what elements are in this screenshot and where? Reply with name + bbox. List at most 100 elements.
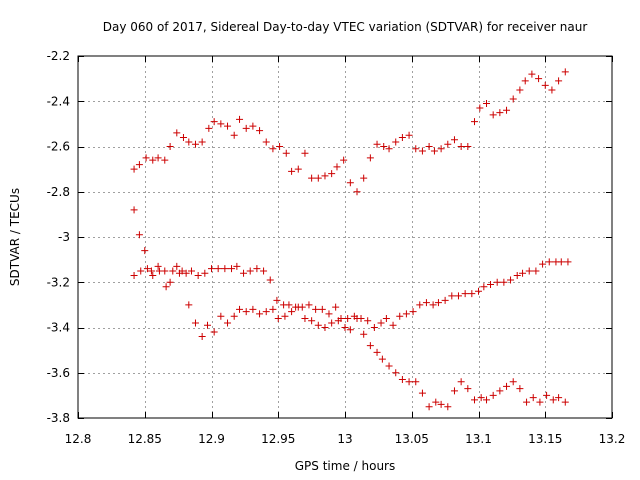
data-point: [341, 324, 349, 331]
data-point: [266, 276, 274, 284]
data-point: [509, 95, 517, 103]
data-point: [203, 321, 211, 329]
data-point: [301, 149, 309, 157]
data-point: [539, 260, 547, 268]
data-point: [328, 170, 336, 178]
data-point: [418, 147, 426, 155]
data-point: [528, 70, 536, 78]
data-point: [432, 398, 440, 406]
data-point: [130, 165, 138, 173]
data-point: [357, 314, 365, 322]
x-tick-label: 12.85: [128, 432, 162, 446]
data-point: [242, 308, 250, 316]
data-point: [149, 156, 157, 164]
data-point: [135, 161, 143, 169]
data-point: [489, 391, 497, 399]
data-point: [173, 262, 181, 270]
data-point: [557, 258, 565, 266]
x-tick-label: 13.1: [465, 432, 492, 446]
data-point: [412, 378, 420, 386]
data-point: [149, 271, 157, 279]
data-point: [288, 308, 296, 316]
data-point: [246, 267, 254, 275]
x-tick-label: 12.8: [65, 432, 92, 446]
data-point: [507, 276, 515, 284]
data-point: [325, 310, 333, 318]
data-point: [409, 308, 417, 316]
data-point: [418, 389, 426, 397]
data-point: [398, 133, 406, 141]
data-point: [318, 305, 326, 313]
data-point: [487, 281, 495, 289]
x-tick-label: 12.95: [261, 432, 295, 446]
data-point: [224, 122, 232, 130]
data-point: [205, 124, 213, 132]
data-point: [437, 145, 445, 153]
data-point: [425, 143, 433, 150]
data-point: [523, 398, 531, 406]
data-point: [366, 154, 374, 162]
data-point: [333, 163, 341, 171]
data-point: [162, 283, 170, 291]
data-point: [179, 133, 187, 141]
data-point: [155, 267, 163, 275]
data-point: [161, 156, 169, 164]
data-point: [130, 206, 138, 214]
data-point: [503, 106, 511, 114]
data-point: [360, 330, 368, 338]
data-point: [194, 271, 202, 279]
data-point: [208, 265, 215, 273]
y-tick-label: -2.8: [47, 185, 70, 199]
data-point: [346, 179, 354, 187]
data-point: [416, 301, 424, 309]
y-tick-label: -3.2: [47, 275, 70, 289]
data-point: [422, 299, 430, 307]
data-point: [389, 321, 397, 329]
data-point: [130, 271, 138, 279]
data-point: [249, 122, 257, 130]
data-point: [521, 77, 529, 85]
data-point: [405, 131, 413, 139]
data-point: [256, 310, 264, 318]
data-point: [525, 267, 533, 275]
y-tick-label: -3.6: [47, 366, 70, 380]
axis-ticks: 12.8 12.85 12.9 12.95 13 13.05 13.1 13.15 13.2 -2…: [47, 49, 626, 446]
data-point: [154, 154, 162, 162]
data-point: [545, 258, 553, 266]
data-point: [198, 138, 206, 146]
data-point: [405, 378, 413, 386]
data-point: [274, 314, 282, 322]
data-point: [321, 324, 329, 331]
data-point: [366, 342, 374, 350]
data-point: [412, 145, 420, 153]
data-point: [493, 278, 501, 286]
data-point: [214, 265, 222, 273]
data-point: [228, 265, 236, 273]
data-points: [130, 68, 572, 411]
data-point: [281, 312, 289, 320]
data-point: [230, 131, 238, 139]
data-point: [346, 326, 354, 334]
data-point: [483, 396, 491, 404]
data-point: [276, 143, 284, 150]
data-point: [166, 143, 174, 150]
data-point: [314, 321, 322, 329]
data-point: [185, 138, 193, 146]
data-point: [169, 267, 177, 275]
x-tick-label: 13.05: [395, 432, 429, 446]
data-point: [224, 319, 232, 327]
data-point: [201, 269, 209, 277]
data-point: [282, 149, 290, 157]
data-point: [256, 127, 264, 135]
data-point: [441, 296, 449, 304]
data-point: [425, 403, 433, 411]
data-point: [142, 154, 150, 162]
data-point: [561, 68, 569, 76]
data-point: [292, 303, 300, 311]
data-point: [328, 319, 336, 327]
data-point: [230, 312, 238, 320]
series-upper-branch-b: [130, 68, 569, 196]
data-point: [187, 267, 195, 275]
data-point: [301, 314, 309, 322]
